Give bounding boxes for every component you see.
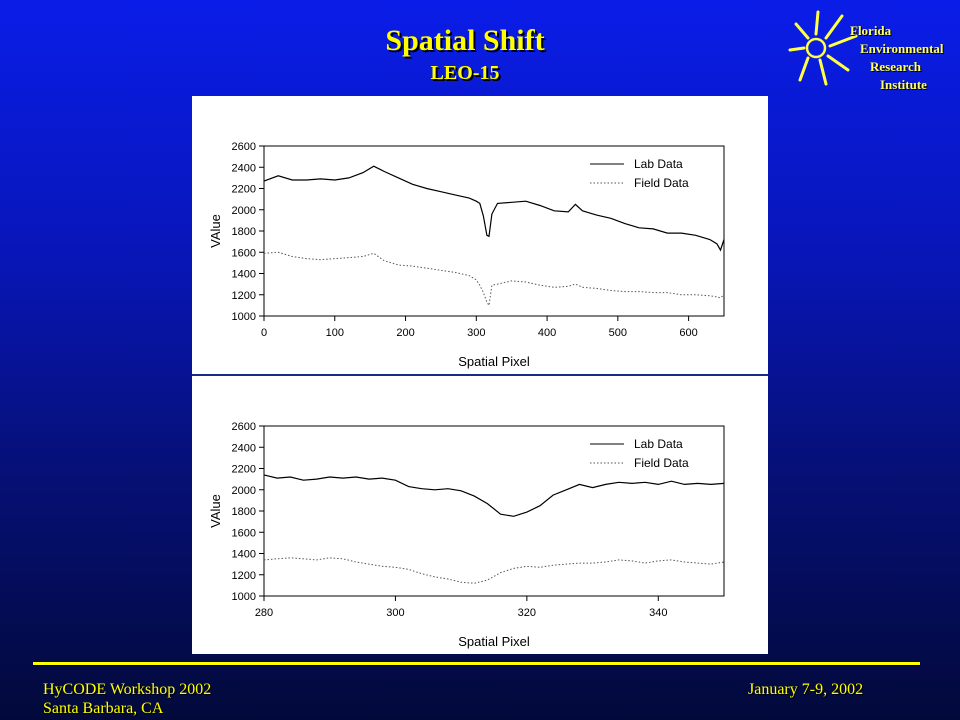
legend-label: Field Data (634, 456, 689, 470)
y-tick-label: 2600 (232, 421, 256, 433)
full-spatial-chart: 1000 1200 1400 1600 1800 2000 2200 2400 2600 0 100… (208, 141, 725, 369)
y-tick-label: 1000 (232, 591, 256, 603)
footer-date: January 7-9, 2002 (748, 681, 864, 698)
y-tick-label: 1800 (232, 506, 256, 518)
y-tick-label: 1200 (232, 290, 256, 302)
legend-label: Field Data (634, 176, 689, 190)
x-tick-label: 340 (649, 607, 667, 619)
series-line-lab-data (263, 165, 725, 252)
y-tick-label: 2400 (232, 442, 256, 454)
chart-panel-zoom: 1000 1200 1400 1600 1800 2000 2200 2400 2600 280 3… (192, 374, 768, 654)
y-tick-label: 2200 (232, 464, 256, 476)
y-tick-label: 1800 (232, 226, 256, 238)
y-tick-label: 2400 (232, 162, 256, 174)
y-tick-label: 1600 (232, 527, 256, 539)
sun-icon (788, 10, 858, 86)
series-line-field-data (263, 557, 725, 584)
plot-frame (263, 145, 725, 317)
fери-logo: Florida Environmental Research Institute (788, 4, 958, 96)
chart-panel-full: 1000 1200 1400 1600 1800 2000 2200 2400 2600 0 100… (192, 96, 768, 374)
y-tick-label: 2000 (232, 485, 256, 497)
logo-line-4: Institute (880, 77, 927, 92)
footer-rule (33, 662, 920, 665)
y-tick-label: 1000 (232, 311, 256, 323)
y-tick-label: 1400 (232, 269, 256, 281)
legend-label: Lab Data (634, 437, 683, 451)
series-line-lab-data (263, 474, 725, 517)
y-tick-label: 2200 (232, 184, 256, 196)
x-tick-label: 500 (609, 327, 627, 339)
x-axis-label: Spatial Pixel (458, 354, 530, 369)
logo-line-2: Environmental (860, 41, 944, 56)
y-tick-label: 1400 (232, 549, 256, 561)
footer-location: Santa Barbara, CA (43, 700, 164, 717)
x-tick-label: 0 (261, 327, 267, 339)
x-tick-label: 400 (538, 327, 556, 339)
y-tick-label: 1200 (232, 570, 256, 582)
x-tick-label: 600 (679, 327, 697, 339)
logo-line-1: Florida (850, 23, 892, 38)
y-axis-label: VAlue (208, 214, 223, 248)
footer-workshop: HyCODE Workshop 2002 (43, 681, 212, 698)
slide-subtitle: LEO-15 (430, 62, 500, 84)
y-tick-label: 2600 (232, 141, 256, 153)
x-tick-label: 200 (396, 327, 414, 339)
plot-frame (263, 425, 725, 597)
logo-line-3: Research (870, 59, 922, 74)
legend-label: Lab Data (634, 157, 683, 171)
x-tick-label: 300 (386, 607, 404, 619)
y-axis-label: VAlue (208, 494, 223, 528)
y-tick-label: 1600 (232, 247, 256, 259)
y-tick-label: 2000 (232, 205, 256, 217)
series-line-field-data (263, 251, 725, 307)
x-axis-label: Spatial Pixel (458, 634, 530, 649)
x-tick-label: 100 (326, 327, 344, 339)
slide-title: Spatial Shift (385, 24, 545, 57)
x-tick-label: 320 (518, 607, 536, 619)
x-tick-label: 280 (255, 607, 273, 619)
zoomed-spatial-chart: 1000 1200 1400 1600 1800 2000 2200 2400 2600 280 3… (208, 421, 725, 649)
x-tick-label: 300 (467, 327, 485, 339)
